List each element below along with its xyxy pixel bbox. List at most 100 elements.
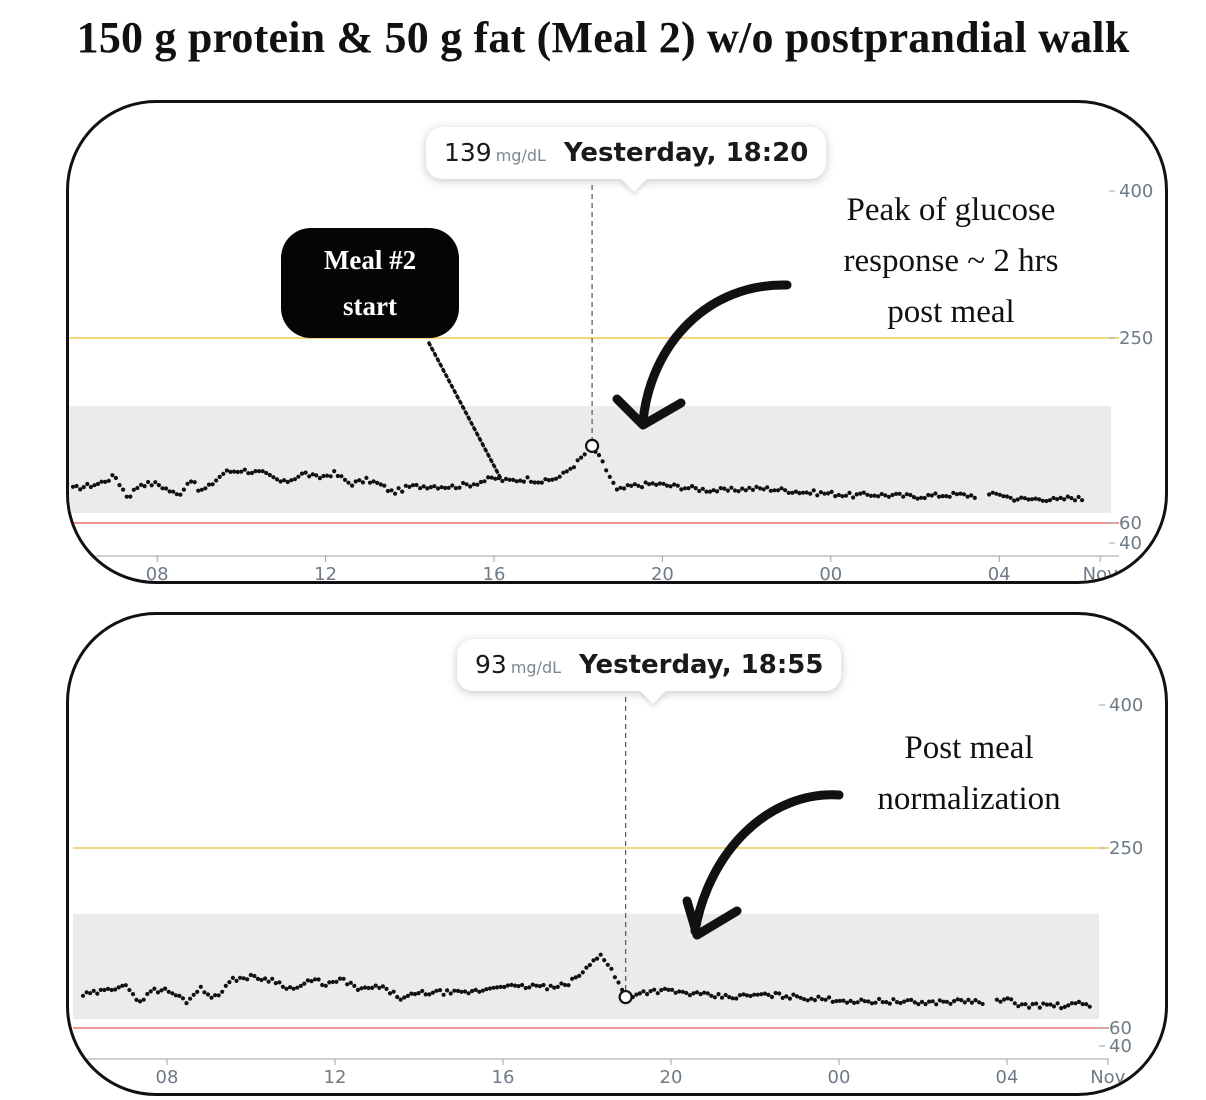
glucose-point xyxy=(427,992,432,997)
glucose-point xyxy=(787,996,793,1001)
glucose-point xyxy=(536,480,541,485)
glucose-point xyxy=(730,996,735,1001)
glucose-point xyxy=(295,985,300,990)
meal-start-label: Meal #2 start xyxy=(281,228,459,338)
glucose-point xyxy=(762,991,768,996)
glucose-point xyxy=(270,976,275,981)
glucose-readings xyxy=(80,952,1092,1011)
glucose-point xyxy=(772,488,777,493)
glucose-point xyxy=(330,979,335,985)
glucose-point xyxy=(1062,1004,1067,1009)
glucose-point xyxy=(670,987,675,992)
glucose-point xyxy=(509,982,514,987)
x-tick-label: 16 xyxy=(483,564,506,581)
glucose-point xyxy=(402,995,407,1000)
glucose-point xyxy=(541,982,546,988)
glucose-point xyxy=(736,489,741,494)
glucose-point xyxy=(826,491,831,496)
glucose-point xyxy=(367,480,373,485)
peak-annotation-line: Peak of glucose xyxy=(846,192,1056,228)
glucose-point xyxy=(657,481,663,486)
glucose-point xyxy=(847,490,852,495)
glucose-point xyxy=(375,480,380,485)
glucose-point xyxy=(1012,1001,1017,1006)
glucose-point xyxy=(647,482,652,487)
reading-time: Yesterday, 18:20 xyxy=(563,138,809,168)
glucose-point xyxy=(430,990,435,995)
glucose-point xyxy=(611,480,616,485)
glucose-point xyxy=(178,492,183,497)
glucose-point xyxy=(450,483,455,488)
glucose-point xyxy=(677,989,682,994)
glucose-point xyxy=(138,482,144,487)
glucose-point xyxy=(570,976,575,981)
glucose-point xyxy=(664,483,670,488)
glucose-point xyxy=(969,1000,975,1005)
glucose-point xyxy=(855,1000,860,1005)
glucose-point xyxy=(1044,1002,1049,1007)
glucose-point xyxy=(395,994,400,1000)
glucose-point xyxy=(719,995,725,1000)
glucose-point xyxy=(445,988,450,993)
chart-panel-bottom: 400 250 60 40 08 12 16 20 00 04 Nov 93 mg/dL Yeste… xyxy=(66,612,1168,1096)
glucose-point xyxy=(768,488,773,493)
glucose-point xyxy=(902,999,907,1004)
glucose-point xyxy=(804,490,809,495)
glucose-point xyxy=(690,484,695,489)
glucose-point xyxy=(527,985,532,990)
glucose-point xyxy=(475,482,480,487)
glucose-point xyxy=(716,992,721,997)
glucose-point xyxy=(121,487,126,492)
glucose-point xyxy=(743,488,748,493)
glucose-point xyxy=(1047,498,1052,503)
glucose-point xyxy=(545,987,550,992)
glucose-point xyxy=(345,982,350,987)
chart-panel-top: 400 250 60 40 08 12 16 20 00 04 Nov 139 mg/dL Yest… xyxy=(66,100,1168,584)
glucose-point xyxy=(95,481,101,486)
glucose-point xyxy=(834,999,839,1004)
glucose-point xyxy=(482,479,487,484)
glucose-point xyxy=(1066,1003,1071,1008)
peak-annotation-line: response ~ 2 hrs xyxy=(843,243,1059,279)
glucose-point xyxy=(559,981,564,986)
glucose-point xyxy=(1008,495,1013,500)
glucose-point xyxy=(231,469,237,474)
y-tick-label: 250 xyxy=(1119,328,1153,349)
normalization-annotation-line: Post meal xyxy=(904,730,1034,766)
peak-annotation: Peak of glucose response ~ 2 hrs post me… xyxy=(801,185,1101,338)
glucose-point xyxy=(729,485,734,490)
glucose-point xyxy=(228,469,233,474)
glucose-point xyxy=(202,990,207,995)
glucose-point xyxy=(291,986,296,991)
glucose-point xyxy=(1034,1001,1039,1006)
glucose-point xyxy=(1023,1002,1028,1007)
glucose-point xyxy=(880,1000,885,1005)
glucose-point xyxy=(238,975,243,980)
glucose-point xyxy=(113,987,118,992)
glucose-point xyxy=(257,469,262,474)
glucose-point xyxy=(1027,1005,1032,1010)
glucose-point xyxy=(148,989,153,994)
glucose-point xyxy=(478,479,483,485)
glucose-point xyxy=(414,482,419,488)
glucose-point xyxy=(142,484,147,489)
glucose-point xyxy=(310,472,315,477)
glucose-point xyxy=(167,489,172,494)
glucose-point xyxy=(263,976,268,981)
page-title: 150 g protein & 50 g fat (Meal 2) w/o po… xyxy=(76,13,1130,62)
y-tick-label: 400 xyxy=(1119,181,1153,202)
y-tick-label: 60 xyxy=(1109,1018,1132,1039)
glucose-point xyxy=(223,983,228,988)
glucose-point xyxy=(537,984,543,989)
glucose-point xyxy=(934,1002,939,1007)
glucose-point xyxy=(1044,498,1049,504)
glucose-point xyxy=(92,483,97,488)
y-tick-label: 400 xyxy=(1109,695,1143,716)
glucose-point xyxy=(598,952,603,957)
x-tick-label: Nov xyxy=(1083,564,1118,581)
glucose-point xyxy=(815,493,820,498)
glucose-point xyxy=(346,480,351,485)
glucose-point xyxy=(370,985,375,990)
glucose-point xyxy=(622,486,627,491)
glucose-point xyxy=(171,489,176,494)
